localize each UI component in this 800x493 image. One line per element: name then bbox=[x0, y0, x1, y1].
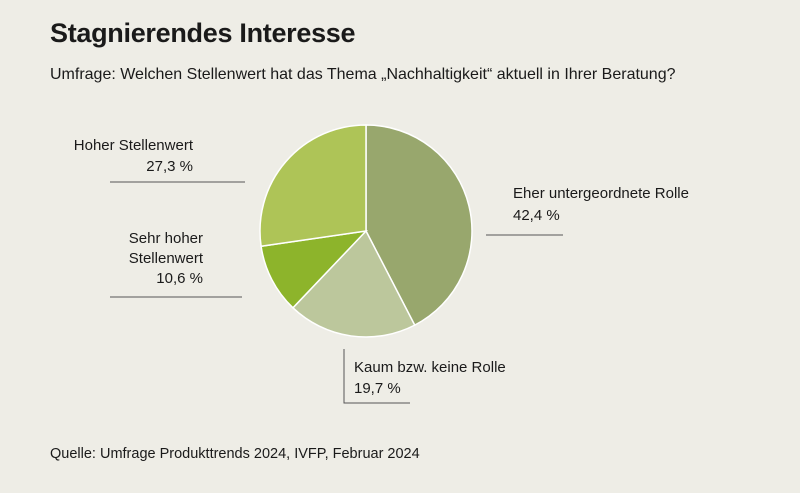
slice-labels: Eher untergeordnete Rolle 42,4 % Kaum bzw.… bbox=[74, 137, 689, 397]
pie-slice-hoher-stellenwert bbox=[259, 124, 367, 248]
pie-slices bbox=[259, 124, 473, 338]
slice-name-label: Hoher Stellenwert bbox=[74, 137, 194, 154]
slice-name-label: Sehr hoher bbox=[129, 230, 203, 247]
slice-value-label: 10,6 % bbox=[156, 270, 203, 287]
slice-value-label: 27,3 % bbox=[146, 158, 193, 175]
slice-value-label: 19,7 % bbox=[354, 380, 401, 397]
slice-name-label: Kaum bzw. keine Rolle bbox=[354, 359, 506, 376]
leader-lines bbox=[110, 181, 563, 404]
slice-value-label: 42,4 % bbox=[513, 207, 560, 224]
chart-subtitle: Umfrage: Welchen Stellenwert hat das The… bbox=[50, 66, 676, 83]
source-note: Quelle: Umfrage Produkttrends 2024, IVFP… bbox=[50, 446, 420, 462]
chart-title: Stagnierendes Interesse bbox=[50, 18, 356, 48]
leader-line bbox=[343, 349, 410, 404]
pie-slice-sehr-hoher-stellenwert bbox=[260, 229, 369, 309]
pie-slice-eher-untergeordnete-rolle bbox=[365, 124, 473, 327]
slice-name-label: Eher untergeordnete Rolle bbox=[513, 185, 689, 202]
pie-slice-kaum-bzw-keine-rolle bbox=[291, 229, 416, 338]
slice-name-label: Stellenwert bbox=[129, 250, 204, 267]
